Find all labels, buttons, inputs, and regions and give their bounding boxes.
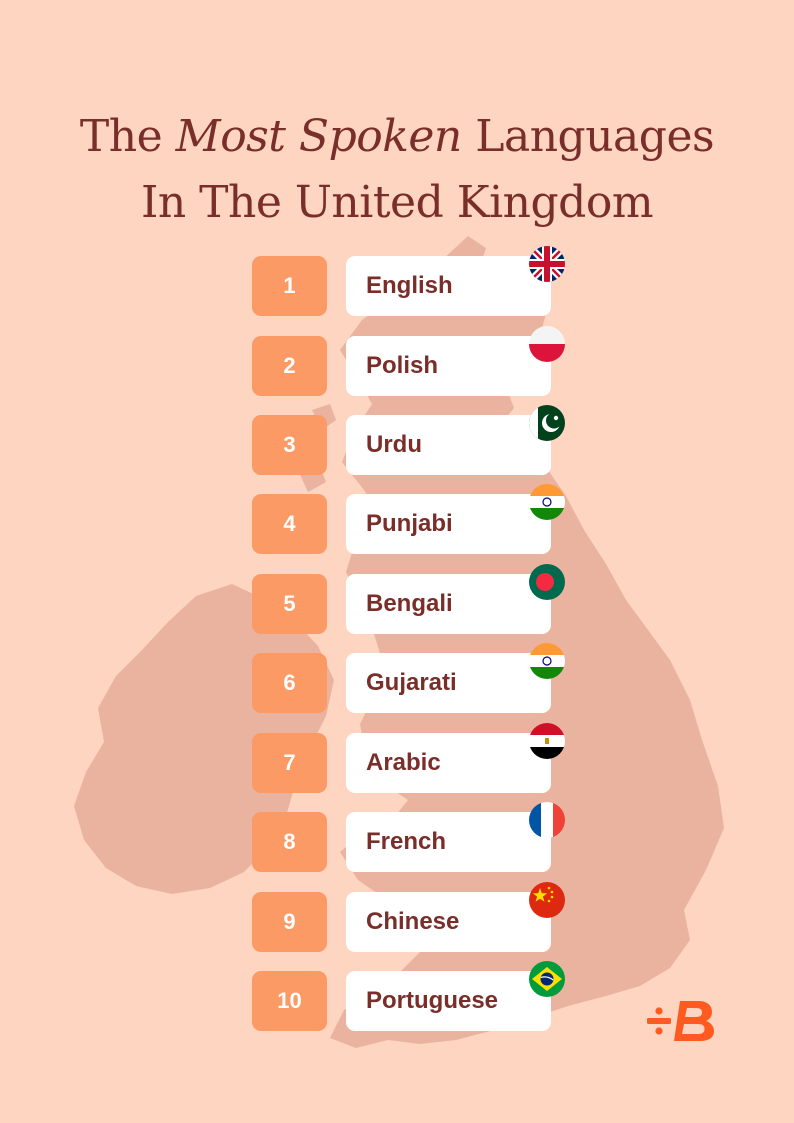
language-name: Polish xyxy=(366,352,439,379)
rank-badge: 3 xyxy=(252,415,327,475)
language-card: Punjabi xyxy=(346,494,551,554)
language-row-3: 3 Urdu xyxy=(252,405,572,475)
language-name: Portuguese xyxy=(366,987,499,1014)
india-flag-icon xyxy=(529,484,565,520)
language-card: Chinese xyxy=(346,892,551,952)
language-name: Chinese xyxy=(366,908,460,935)
rank-badge: 5 xyxy=(252,574,327,634)
rank-badge: 6 xyxy=(252,653,327,713)
india-flag-icon xyxy=(529,643,565,679)
language-name: Gujarati xyxy=(366,669,457,696)
language-name: Arabic xyxy=(366,749,441,776)
brazil-flag-icon xyxy=(529,961,565,997)
language-row-5: 5 Bengali xyxy=(252,564,572,634)
rank-badge: 9 xyxy=(252,892,327,952)
language-row-2: 2 Polish xyxy=(252,326,572,396)
page-title: The Most Spoken Languages In The United … xyxy=(0,104,794,236)
busuu-logo-icon xyxy=(644,997,718,1045)
title-line-2: In The United Kingdom xyxy=(140,177,654,228)
poland-flag-icon xyxy=(529,326,565,362)
rank-badge: 10 xyxy=(252,971,327,1031)
rank-badge: 4 xyxy=(252,494,327,554)
language-name: English xyxy=(366,272,453,299)
rank-badge: 2 xyxy=(252,336,327,396)
language-name: Punjabi xyxy=(366,510,453,537)
china-flag-icon xyxy=(529,882,565,918)
language-name: Bengali xyxy=(366,590,453,617)
france-flag-icon xyxy=(529,802,565,838)
language-name: French xyxy=(366,828,447,855)
language-card: Portuguese xyxy=(346,971,551,1031)
language-card: Bengali xyxy=(346,574,551,634)
language-card: Arabic xyxy=(346,733,551,793)
title-emphasis: Most Spoken xyxy=(175,111,463,162)
united-kingdom-flag-icon xyxy=(529,246,565,282)
language-row-6: 6 Gujarati xyxy=(252,643,572,713)
title-line-1-post: Languages xyxy=(461,111,715,162)
language-card: French xyxy=(346,812,551,872)
egypt-flag-icon xyxy=(529,723,565,759)
bangladesh-flag-icon xyxy=(529,564,565,600)
language-row-7: 7 Arabic xyxy=(252,723,572,793)
language-card: Polish xyxy=(346,336,551,396)
language-card: Gujarati xyxy=(346,653,551,713)
language-name: Urdu xyxy=(366,431,422,458)
rank-badge: 8 xyxy=(252,812,327,872)
language-row-10: 10 Portuguese xyxy=(252,961,572,1031)
language-row-8: 8 French xyxy=(252,802,572,872)
rank-badge: 7 xyxy=(252,733,327,793)
language-row-9: 9 Chinese xyxy=(252,882,572,952)
language-row-1: 1 English xyxy=(252,246,572,316)
pakistan-flag-icon xyxy=(529,405,565,441)
language-card: English xyxy=(346,256,551,316)
language-row-4: 4 Punjabi xyxy=(252,484,572,554)
title-line-1-pre: The xyxy=(79,111,176,162)
language-card: Urdu xyxy=(346,415,551,475)
title-line-1: The Most Spoken Languages xyxy=(0,104,794,170)
rank-badge: 1 xyxy=(252,256,327,316)
